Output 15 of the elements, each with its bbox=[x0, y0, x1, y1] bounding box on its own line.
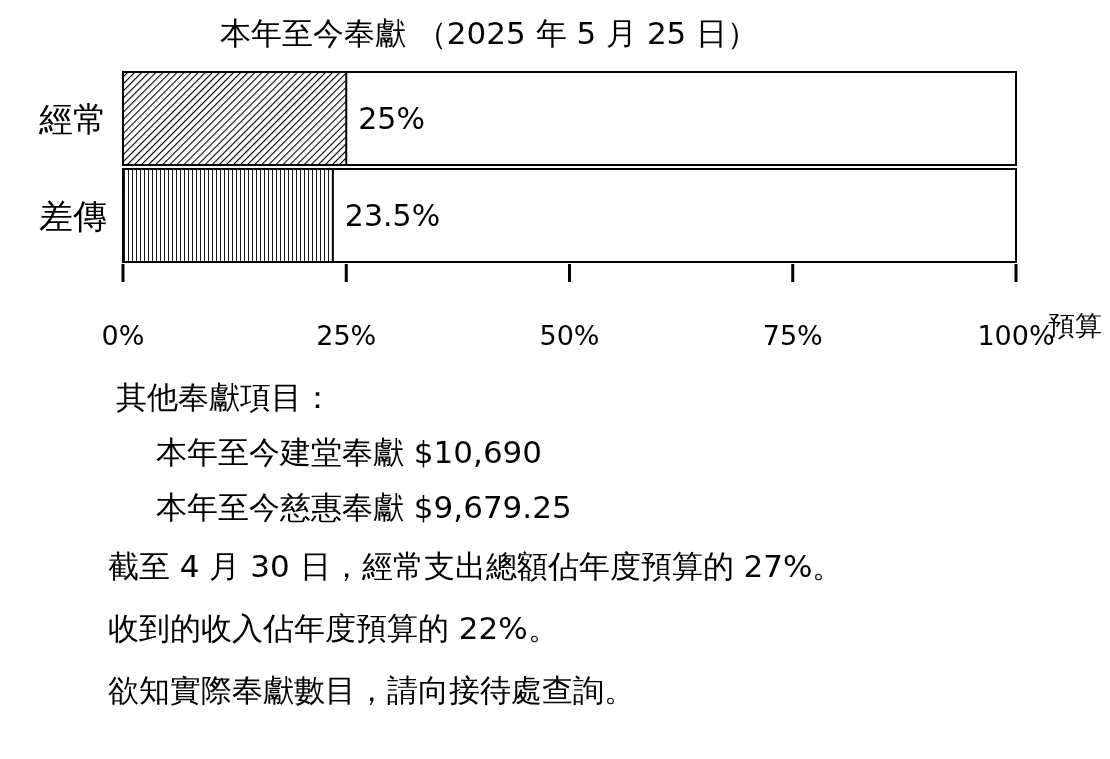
x-tick-label: 75% bbox=[762, 320, 823, 352]
y-tick-label: 經常 bbox=[38, 98, 107, 139]
chart-title: 本年至今奉獻 （2025 年 5 月 25 日） bbox=[219, 14, 760, 53]
text: 欲知實際奉獻數目，請向接待處查詢。 bbox=[107, 671, 636, 710]
x-tick-label: 0% bbox=[101, 320, 145, 352]
y-tick-label: 差傳 bbox=[39, 195, 107, 236]
text: 收到的收入佔年度預算的 22%。 bbox=[107, 609, 560, 648]
text: 本年至今建堂奉獻 $10,690 bbox=[155, 433, 544, 472]
text: 截至 4 月 30 日，經常支出總額佔年度預算的 27%。 bbox=[107, 547, 845, 586]
x-tick-label: 25% bbox=[316, 320, 377, 352]
text: 本年至今慈惠奉獻 $9,679.25 bbox=[155, 488, 573, 527]
text: 其他奉獻項目： bbox=[115, 378, 334, 417]
data-label: 25% bbox=[358, 101, 425, 136]
data-label: 23.5% bbox=[344, 198, 441, 233]
x-tick-label: 50% bbox=[539, 320, 600, 352]
